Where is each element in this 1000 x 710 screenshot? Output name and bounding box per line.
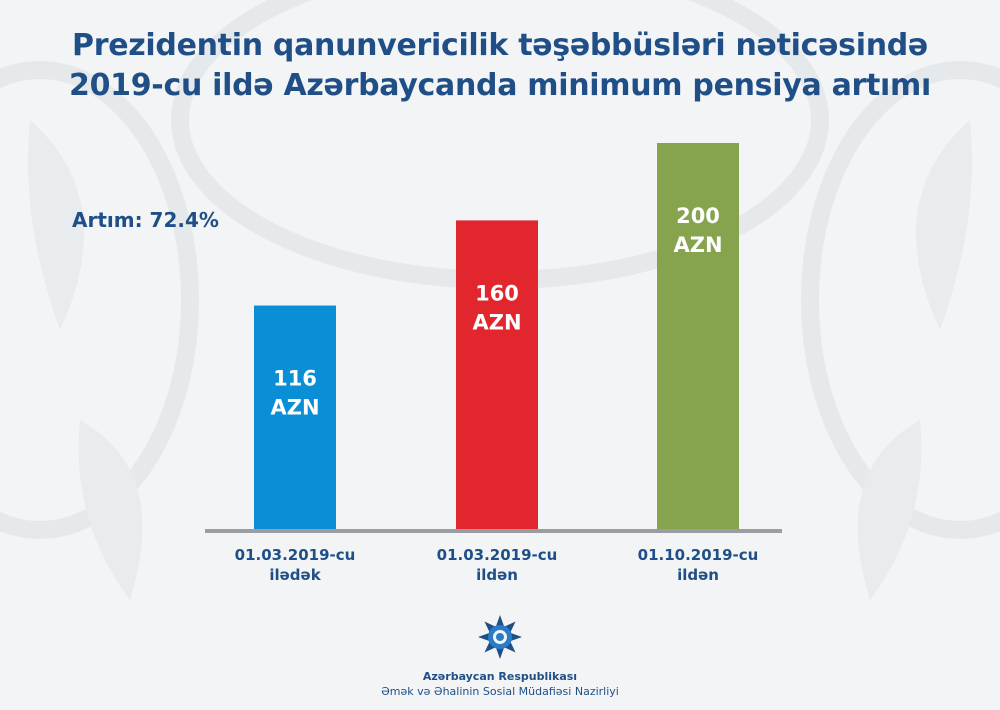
category-label-line-2: ildən — [476, 566, 518, 584]
bar-unit-label: AZN — [270, 396, 319, 420]
chart-title: Prezidentin qanunvericilik təşəbbüsləri … — [0, 26, 1000, 106]
bar-unit-label: AZN — [472, 310, 521, 334]
title-line-1: Prezidentin qanunvericilik təşəbbüsləri … — [72, 28, 928, 63]
bar-value-label: 160 — [475, 281, 519, 305]
bar-unit-label: AZN — [673, 233, 722, 257]
growth-label: Artım: 72.4% — [72, 208, 219, 232]
ministry-name: Əmək və Əhalinin Sosial Müdafiəsi Nazirl… — [381, 685, 619, 698]
category-label: 01.03.2019-cu — [437, 546, 558, 564]
bar-value-label: 116 — [273, 367, 317, 391]
category-label: 01.10.2019-cu — [638, 546, 759, 564]
category-label-line-2: ildən — [677, 566, 719, 584]
bar-2 — [456, 220, 538, 530]
bar-3 — [657, 143, 739, 530]
ministry-country: Azərbaycan Respublikası — [422, 670, 578, 683]
category-label: 01.03.2019-cu — [235, 546, 356, 564]
bar-value-label: 200 — [676, 204, 720, 228]
category-label-line-2: ilədək — [269, 566, 321, 584]
bar-1 — [254, 305, 336, 530]
ministry-emblem-icon — [478, 615, 522, 659]
title-line-2: 2019-cu ildə Azərbaycanda minimum pensiy… — [69, 68, 931, 103]
footer: Azərbaycan Respublikası Əmək və Əhalinin… — [0, 614, 1000, 698]
